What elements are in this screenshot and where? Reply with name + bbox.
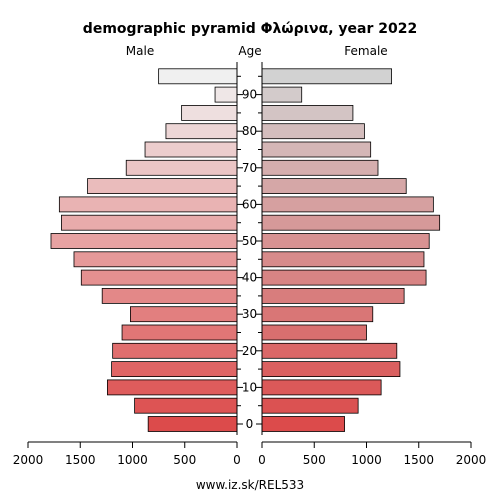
female-bar-19 (261, 68, 392, 85)
axes-group: 0 10 20 30 40 50 60 70 80 90 2000 1500 1000 500 0 0 500 1… (13, 62, 487, 467)
male-bar-0 (147, 416, 238, 432)
male-x-tick-label: 0 (233, 453, 241, 467)
age-tick-label: 0 (246, 417, 254, 431)
male-bar-16 (165, 123, 238, 140)
male-bar-18 (214, 86, 238, 103)
age-tick-label: 10 (242, 380, 257, 394)
male-bar-1 (134, 397, 238, 414)
chart-title: demographic pyramid Φλώρινα, year 2022 (83, 21, 417, 37)
age-tick-label: 50 (242, 234, 257, 248)
female-bar-6 (261, 306, 374, 323)
male-bar-4 (112, 342, 238, 359)
female-x-tick-label: 2000 (456, 453, 487, 467)
male-x-tick-label: 500 (173, 453, 196, 467)
female-bar-18 (261, 86, 303, 103)
male-bar-8 (80, 269, 238, 286)
male-x-tick-label: 2000 (13, 453, 44, 467)
female-x-tick-label: 1000 (351, 453, 382, 467)
female-x-tick-label: 1500 (403, 453, 434, 467)
male-label: Male (126, 44, 154, 58)
male-x-tick-label: 1000 (117, 453, 148, 467)
age-tick-label: 60 (242, 197, 257, 211)
male-bar-7 (101, 287, 238, 304)
male-bar-9 (73, 251, 238, 268)
footer-link[interactable]: www.iz.sk/REL533 (196, 478, 304, 492)
age-label: Age (238, 44, 261, 58)
female-bar-5 (261, 324, 367, 341)
age-tick-label: 90 (242, 88, 257, 102)
female-bar-9 (261, 251, 425, 268)
age-tick-label: 30 (242, 307, 257, 321)
female-bar-0 (261, 416, 345, 432)
male-bar-15 (144, 141, 238, 158)
female-bar-16 (261, 123, 365, 140)
male-bar-13 (87, 178, 238, 195)
female-bar-3 (261, 361, 401, 378)
male-bar-17 (181, 105, 238, 121)
female-bar-4 (261, 342, 398, 359)
female-bar-7 (261, 287, 405, 304)
female-label: Female (344, 44, 387, 58)
male-bar-19 (158, 68, 238, 85)
female-bar-15 (261, 141, 372, 158)
female-bar-12 (261, 196, 434, 213)
female-bar-14 (261, 159, 379, 176)
age-tick-label: 70 (242, 161, 257, 175)
female-bar-8 (261, 269, 427, 286)
female-bar-11 (261, 214, 441, 231)
male-bar-2 (107, 379, 238, 396)
female-bar-10 (261, 233, 430, 249)
male-bar-14 (125, 159, 238, 176)
male-x-tick-label: 1500 (65, 453, 96, 467)
age-tick-label: 20 (242, 344, 257, 358)
female-bar-17 (261, 105, 354, 121)
male-bar-3 (111, 361, 238, 378)
male-bar-11 (61, 214, 238, 231)
male-bar-12 (58, 196, 238, 213)
male-bar-5 (121, 324, 238, 341)
female-bar-13 (261, 178, 407, 195)
female-bar-1 (261, 397, 359, 414)
female-bar-2 (261, 379, 382, 396)
age-tick-label: 80 (242, 124, 257, 138)
age-tick-label: 40 (242, 271, 257, 285)
female-x-tick-label: 0 (258, 453, 266, 467)
male-bar-6 (130, 306, 238, 323)
female-x-tick-label: 500 (303, 453, 326, 467)
male-bar-10 (50, 233, 238, 249)
